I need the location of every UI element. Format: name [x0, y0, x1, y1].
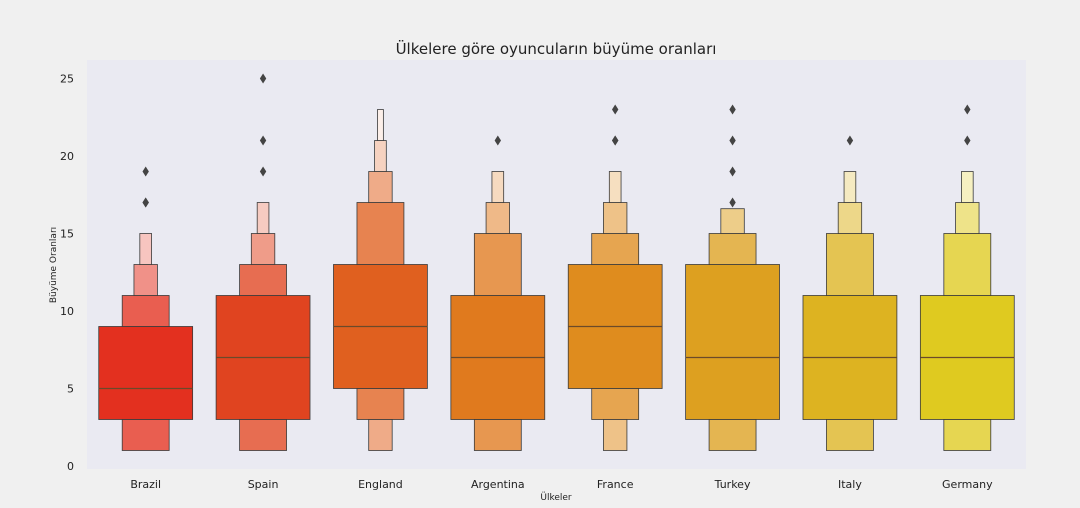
- y-tick-label: 5: [67, 383, 74, 396]
- outlier-point: [611, 135, 619, 146]
- boxen-level-upper: [368, 171, 393, 203]
- boxen-level-upper: [256, 202, 270, 234]
- boxen-level-upper: [121, 295, 170, 327]
- outlier-point: [729, 166, 736, 177]
- boxen-level-upper: [374, 140, 387, 172]
- chart-title: Ülkelere göre oyuncuların büyüme oranlar…: [396, 39, 717, 58]
- boxen-level-upper: [826, 233, 874, 296]
- boxen-level-upper: [250, 233, 276, 265]
- x-tick-label: Spain: [248, 478, 279, 491]
- boxen-level-lower: [708, 419, 757, 451]
- x-tick-label: France: [597, 478, 634, 491]
- outlier-point: [729, 135, 736, 146]
- boxen-group-argentina: [450, 135, 546, 451]
- y-tick-label: 25: [60, 73, 74, 86]
- boxen-level-lower: [473, 419, 522, 451]
- boxen-level-lower: [356, 388, 405, 420]
- boxen-level-lower: [591, 388, 640, 420]
- x-axis: Brazil Spain England Argentina France Turkey I…: [130, 478, 993, 491]
- boxen-level-box: [98, 326, 194, 420]
- boxen-level-lower: [368, 419, 393, 451]
- y-axis-label: Büyüme Oranları: [49, 227, 59, 303]
- y-tick-label: 15: [60, 228, 74, 241]
- boxen-group-spain: [215, 73, 311, 451]
- boxen-group-italy: [802, 135, 898, 451]
- boxen-level-box: [685, 264, 780, 420]
- outlier-point: [142, 166, 149, 177]
- boxen-level-upper: [720, 208, 745, 234]
- outlier-point: [729, 197, 736, 208]
- outlier-point: [846, 135, 854, 146]
- boxen-level-upper: [955, 202, 980, 234]
- boxen-level-upper: [837, 202, 863, 234]
- boxen-level-upper: [139, 233, 152, 265]
- x-tick-label: Brazil: [130, 478, 161, 491]
- y-tick-label: 0: [67, 460, 74, 473]
- boxen-level-lower: [121, 419, 170, 451]
- boxen-group-germany: [919, 104, 1015, 451]
- outlier-point: [729, 104, 736, 115]
- boxen-group-brazil: [98, 166, 194, 451]
- x-tick-label: Germany: [942, 478, 993, 491]
- x-tick-label: Turkey: [714, 478, 751, 491]
- x-tick-label: Italy: [838, 478, 862, 491]
- boxen-level-upper: [591, 233, 640, 265]
- outlier-point: [259, 135, 267, 146]
- boxen-group-turkey: [685, 104, 780, 451]
- boxen-level-upper: [943, 233, 992, 296]
- x-tick-label: England: [358, 478, 403, 491]
- boxen-level-upper: [491, 171, 505, 203]
- x-axis-label: Ülkeler: [540, 492, 572, 503]
- outlier-point: [494, 135, 502, 146]
- boxen-level-lower: [826, 419, 874, 451]
- boxen-level-upper: [843, 171, 857, 203]
- boxen-level-lower: [239, 419, 287, 451]
- boxen-level-upper: [133, 264, 158, 296]
- boxen-level-upper: [603, 202, 628, 234]
- boxen-level-upper: [708, 233, 757, 265]
- y-tick-label: 10: [60, 305, 74, 318]
- outlier-point: [142, 197, 149, 208]
- boxen-level-upper: [377, 109, 384, 141]
- y-axis: 0 5 10 15 20 25: [60, 73, 74, 474]
- boxen-level-lower: [943, 419, 992, 451]
- y-tick-label: 20: [60, 150, 74, 163]
- x-tick-label: Argentina: [471, 478, 525, 491]
- outlier-point: [611, 104, 619, 115]
- boxen-level-upper: [473, 233, 522, 296]
- boxen-level-upper: [485, 202, 510, 234]
- outlier-point: [259, 166, 267, 177]
- outlier-point: [964, 135, 971, 146]
- boxen-group-england: [333, 109, 428, 451]
- boxen-level-upper: [608, 171, 622, 203]
- boxen-level-upper: [356, 202, 405, 265]
- outlier-point: [259, 73, 267, 84]
- boxen-level-upper: [961, 171, 974, 203]
- outlier-point: [964, 104, 971, 115]
- boxen-level-lower: [603, 419, 628, 451]
- boxen-group-france: [567, 104, 663, 451]
- boxen-level-upper: [239, 264, 287, 296]
- boxen-groups: [98, 73, 1015, 451]
